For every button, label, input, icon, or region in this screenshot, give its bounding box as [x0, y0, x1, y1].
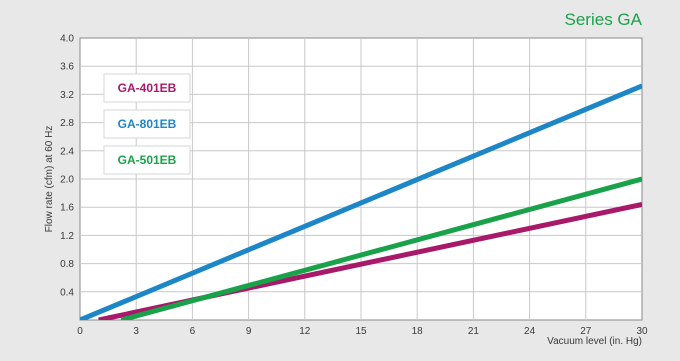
chart-title: Series GA: [565, 10, 643, 29]
x-tick-label: 9: [246, 326, 252, 337]
x-tick-label: 3: [133, 326, 139, 337]
x-tick-label: 24: [524, 326, 536, 337]
y-axis-label: Flow rate (cfm) at 60 Hz: [44, 126, 55, 233]
y-tick-label: 0.4: [60, 287, 74, 298]
x-tick-label: 12: [299, 326, 311, 337]
x-tick-label: 0: [77, 326, 83, 337]
y-tick-label: 4.0: [60, 34, 74, 45]
x-tick-label: 18: [412, 326, 424, 337]
y-tick-label: 3.6: [60, 62, 74, 73]
legend-item: GA-401EB: [104, 74, 190, 102]
y-tick-label: 3.2: [60, 90, 74, 101]
y-tick-label: 2.8: [60, 118, 74, 129]
legend-item: GA-801EB: [104, 110, 190, 138]
legend-label: GA-501EB: [118, 153, 177, 167]
x-tick-label: 6: [190, 326, 196, 337]
y-tick-label: 2.0: [60, 175, 74, 186]
y-tick-label: 2.4: [60, 146, 74, 157]
y-tick-label: 1.2: [60, 231, 74, 242]
legend-label: GA-401EB: [118, 81, 177, 95]
y-tick-label: 1.6: [60, 203, 74, 214]
legend-label: GA-801EB: [118, 117, 177, 131]
legend: GA-401EB GA-801EB GA-501EB: [104, 74, 190, 174]
x-tick-label: 15: [355, 326, 367, 337]
y-tick-label: 0.8: [60, 259, 74, 270]
legend-item: GA-501EB: [104, 146, 190, 174]
x-tick-label: 21: [468, 326, 480, 337]
x-axis-label: Vacuum level (in. Hg): [547, 336, 642, 347]
